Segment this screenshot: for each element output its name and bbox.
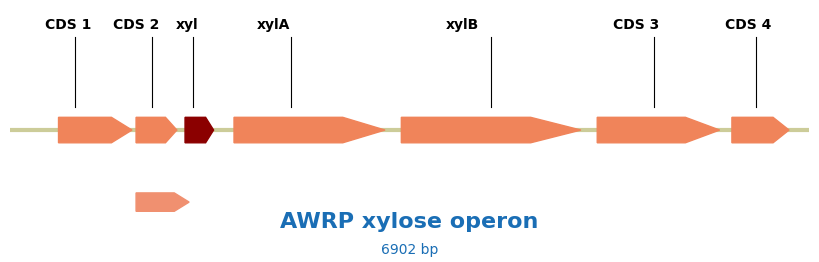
Text: AWRP xylose operon: AWRP xylose operon <box>280 212 539 232</box>
Text: CDS 2: CDS 2 <box>113 18 159 32</box>
Polygon shape <box>597 117 720 143</box>
Text: xylB: xylB <box>446 18 479 32</box>
Polygon shape <box>234 117 385 143</box>
Polygon shape <box>185 117 214 143</box>
Polygon shape <box>136 193 189 211</box>
Text: 6902 bp: 6902 bp <box>381 243 438 257</box>
Text: CDS 1: CDS 1 <box>45 18 92 32</box>
Text: CDS 4: CDS 4 <box>725 18 771 32</box>
Text: xylA: xylA <box>256 18 290 32</box>
Text: xyl: xyl <box>176 18 199 32</box>
Polygon shape <box>58 117 132 143</box>
Text: CDS 3: CDS 3 <box>613 18 659 32</box>
Polygon shape <box>401 117 581 143</box>
Polygon shape <box>732 117 789 143</box>
Polygon shape <box>136 117 177 143</box>
